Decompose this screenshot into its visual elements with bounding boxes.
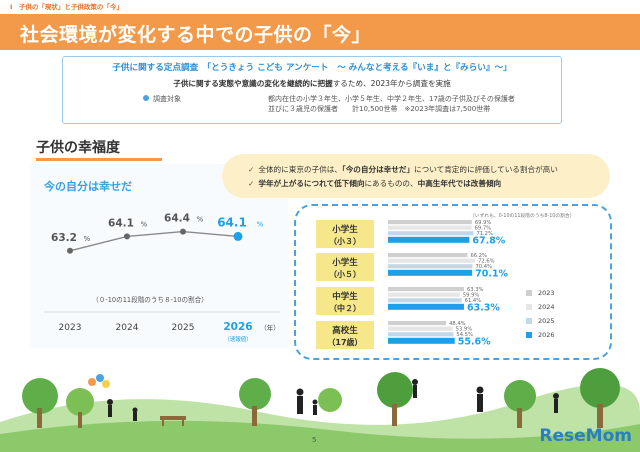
people-silhouettes (107, 379, 559, 421)
bench-leg (182, 420, 184, 426)
bench-leg (162, 420, 164, 426)
survey-info-box: 子供に関する定点調査 「とうきょう こども アンケート ～ みんなと考える『いま… (62, 56, 562, 124)
balloons (88, 374, 110, 388)
legend-item: 2025 (526, 314, 586, 328)
tree (22, 378, 58, 414)
section-tag: Ⅰ 子供の「現状」と子供政策の「今」 (10, 3, 123, 11)
tree (580, 368, 620, 408)
survey-description-bold: 子供に関する実態や意識の変化を継続的に把握 (173, 79, 333, 88)
survey-description: 子供に関する実態や意識の変化を継続的に把握するため、2023年から調査を実施 (63, 78, 561, 89)
survey-heading: 子供に関する定点調査 「とうきょう こども アンケート ～ みんなと考える『いま… (112, 63, 512, 73)
tree-trunk (37, 408, 42, 428)
survey-description-rest: するため、2023年から調査を実施 (332, 79, 451, 88)
bench (160, 416, 186, 420)
tree-trunk (597, 404, 603, 428)
tree-trunk (517, 408, 522, 428)
tree (504, 380, 536, 412)
survey-target-label: 調査対象 (143, 94, 181, 104)
tree (318, 388, 342, 412)
summary-line-2-a: 学年が上がるにつれて低下傾向 (258, 179, 365, 188)
summary-line-1-post: について肯定的に評価している割合が高い (414, 165, 558, 174)
summary-line-2-c: 中高生年代では改善傾向 (417, 179, 502, 188)
legend-swatch (526, 304, 532, 310)
tree-trunk (392, 404, 397, 426)
legend-swatch (526, 332, 532, 338)
summary-line-1-bold: 「今の自分は幸せだ」 (341, 165, 415, 174)
summary-line-2-b: にあるものの、 (364, 179, 418, 188)
tree-trunk (252, 406, 257, 426)
survey-target-detail: 都内在住の小学３年生、小学５年生、中学２年生、17歳の子供及びその保護者 並びに… (268, 94, 515, 114)
page-title: 社会環境が変化する中での子供の「今」 (20, 24, 372, 46)
resemom-watermark: ReseMom (539, 426, 632, 446)
check-icon: ✓ (248, 165, 255, 174)
bullet-icon (143, 95, 149, 101)
summary-callout: ✓ 全体的に東京の子供は、「今の自分は幸せだ」について肯定的に評価している割合が高… (222, 154, 610, 198)
tree (66, 388, 94, 416)
legend-swatch (526, 318, 532, 324)
survey-target-line1: 都内在住の小学３年生、小学５年生、中学２年生、17歳の子供及びその保護者 (268, 95, 515, 103)
legend-label: 2023 (538, 289, 555, 297)
hill-front (0, 420, 640, 452)
section-title: 子供の幸福度 (36, 140, 120, 156)
tree (239, 378, 271, 410)
bar-chart-legend: 2023 2024 2025 2026 (526, 286, 586, 342)
line-chart-subtitle: 今の自分は幸せだ (44, 180, 132, 193)
section-underline (36, 158, 162, 161)
summary-line-1: ✓ 全体的に東京の子供は、「今の自分は幸せだ」について肯定的に評価している割合が高… (248, 164, 558, 175)
check-icon: ✓ (248, 179, 255, 188)
tree-trunk (78, 412, 82, 428)
legend-label: 2025 (538, 317, 555, 325)
title-band: 社会環境が変化する中での子供の「今」 (0, 14, 640, 50)
summary-line-2: ✓ 学年が上がるにつれて低下傾向にあるものの、中高生年代では改善傾向 (248, 178, 501, 189)
survey-target-line2: 並びに３歳児の保護者 計10,500世帯 ※2023年調査は7,500世帯 (268, 105, 491, 113)
legend-item: 2023 (526, 286, 586, 300)
park-illustration (0, 368, 640, 452)
legend-label: 2024 (538, 303, 555, 311)
page-number: 5 (312, 436, 317, 444)
tree (377, 372, 413, 408)
bar-chart-note: （いずれも、0-10の11段階のうち8-10の割合） (470, 214, 575, 219)
summary-line-1-pre: 全体的に東京の子供は、 (258, 165, 342, 174)
legend-item: 2024 (526, 300, 586, 314)
survey-target-text: 調査対象 (153, 95, 181, 103)
legend-label: 2026 (538, 331, 555, 339)
legend-swatch (526, 290, 532, 296)
legend-item: 2026 (526, 328, 586, 342)
